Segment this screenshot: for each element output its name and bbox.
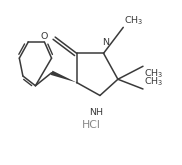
Text: CH$_3$: CH$_3$ [144, 67, 163, 80]
Text: CH$_3$: CH$_3$ [144, 76, 163, 88]
Text: HCl: HCl [82, 120, 100, 130]
Text: NH: NH [89, 108, 103, 117]
Text: O: O [41, 32, 48, 41]
Text: N: N [102, 38, 109, 47]
Text: CH$_3$: CH$_3$ [124, 14, 144, 27]
Polygon shape [51, 71, 77, 82]
